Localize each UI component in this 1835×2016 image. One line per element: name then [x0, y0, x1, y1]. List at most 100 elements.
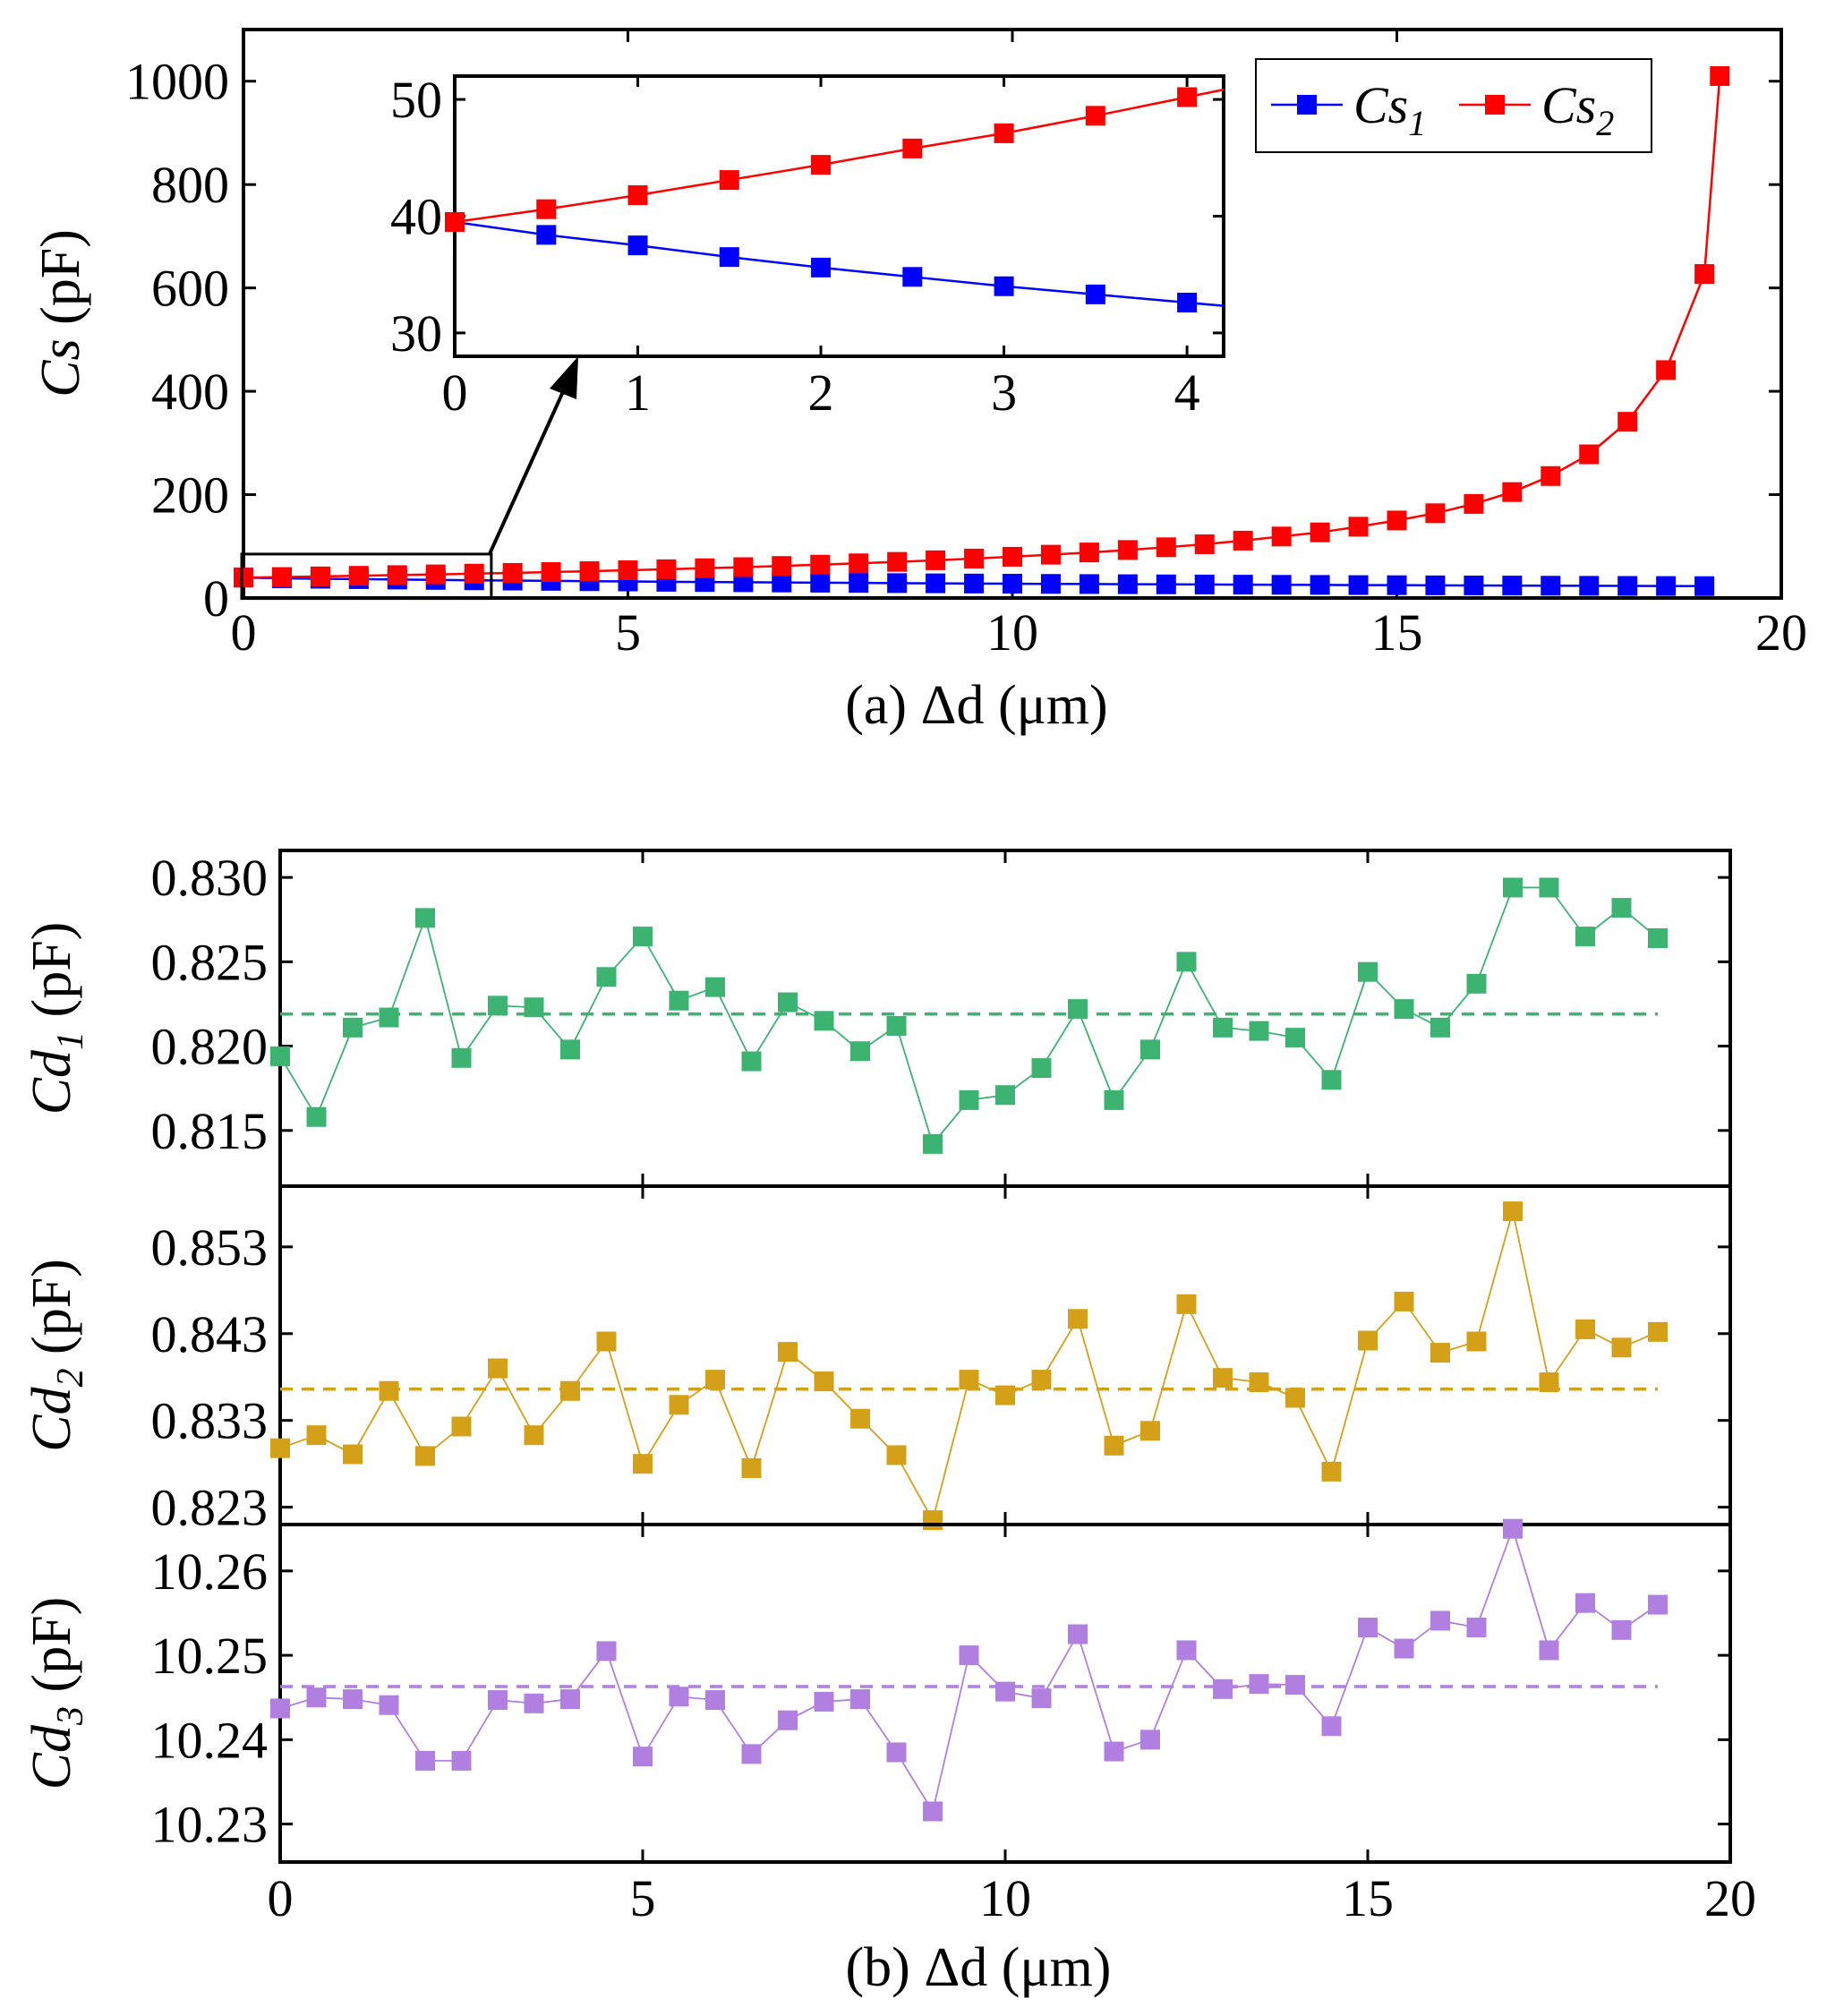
marker-cd1: [1140, 1039, 1160, 1060]
y-tick-label-a: 600: [151, 260, 229, 318]
x-tick-label-b: 20: [1704, 1869, 1756, 1927]
marker-Cs2: [1194, 534, 1215, 554]
marker-cd3: [306, 1687, 327, 1708]
marker-cd1: [1394, 999, 1414, 1020]
marker-cd2: [1430, 1343, 1450, 1363]
marker-Cs2: [1617, 412, 1638, 432]
marker-Cs1: [1617, 576, 1638, 596]
marker-Cs2: [887, 551, 908, 572]
marker-Cs1: [964, 573, 985, 594]
y-axis-title-a-italic: Cs: [30, 338, 91, 397]
inset-marker-Cs2: [1177, 87, 1198, 107]
x-axis-title-a: (a) Δd (μm): [845, 675, 1107, 736]
marker-Cs2: [1710, 65, 1730, 86]
marker-cd1: [1466, 973, 1487, 994]
marker-Cs1: [1387, 575, 1407, 595]
marker-cd1: [633, 927, 653, 947]
marker-cd1: [1068, 999, 1088, 1020]
marker-cd2: [306, 1425, 327, 1446]
marker-cd3: [1176, 1640, 1197, 1661]
marker-Cs1: [1117, 574, 1138, 594]
marker-cd1: [343, 1017, 363, 1038]
marker-Cs2: [1079, 542, 1099, 563]
marker-cd3: [1213, 1679, 1233, 1699]
marker-Cs2: [464, 563, 484, 584]
inset-marker-Cs1: [994, 276, 1014, 296]
marker-Cs2: [541, 562, 561, 583]
marker-Cs2: [695, 558, 715, 578]
marker-Cs1: [1502, 576, 1523, 596]
marker-cd1: [959, 1089, 979, 1110]
marker-Cs1: [1156, 574, 1176, 594]
panel-frame-2: [278, 1184, 1732, 1526]
marker-cd2: [705, 1370, 725, 1390]
marker-cd2: [1176, 1294, 1197, 1314]
marker-cd3: [1575, 1593, 1595, 1613]
marker-cd2: [1648, 1321, 1668, 1342]
marker-cd2: [741, 1458, 762, 1478]
inset-marker-Cs2: [536, 199, 557, 219]
inset-marker-Cs1: [536, 225, 557, 245]
y-axis-title-sub: 2: [50, 1368, 91, 1387]
marker-cd3: [1394, 1638, 1414, 1659]
legend-label-sub: 2: [1596, 103, 1614, 143]
marker-cd1: [778, 992, 798, 1012]
inset-marker-Cs2: [1085, 106, 1105, 126]
inset-x-tick-label: 1: [625, 363, 651, 422]
marker-Cs2: [1156, 537, 1176, 558]
marker-cd2: [1104, 1435, 1124, 1456]
x-tick-label-a: 15: [1371, 603, 1423, 662]
marker-cd2: [270, 1438, 290, 1458]
legend-label-sub: 1: [1408, 103, 1426, 143]
marker-Cs1: [772, 572, 792, 593]
marker-Cs2: [387, 565, 407, 585]
legend-label-main: Cs: [1541, 76, 1596, 134]
y-axis-title-sub: 1: [50, 1031, 91, 1050]
marker-Cs1: [1464, 575, 1484, 595]
legend-label: Cs1: [1353, 76, 1426, 143]
y-tick-label-b2: 0.823: [151, 1479, 269, 1537]
inset-marker-Cs2: [719, 170, 739, 191]
marker-cd2: [814, 1371, 834, 1392]
marker-Cs1: [887, 573, 908, 594]
marker-cd1: [886, 1015, 907, 1036]
marker-cd1: [1031, 1058, 1052, 1079]
marker-cd2: [1503, 1201, 1523, 1222]
marker-cd2: [959, 1370, 979, 1390]
marker-Cs2: [425, 564, 446, 585]
marker-Cs1: [1040, 574, 1061, 594]
marker-cd2: [633, 1454, 653, 1474]
marker-cd1: [1611, 898, 1632, 918]
marker-cd3: [596, 1641, 617, 1661]
y-tick-label-b1: 0.830: [151, 849, 269, 907]
marker-Cs1: [810, 572, 831, 593]
marker-cd2: [343, 1444, 363, 1465]
marker-cd2: [1068, 1309, 1088, 1329]
marker-Cs2: [1502, 482, 1523, 502]
panel-frame-1: [278, 849, 1732, 1188]
marker-cd1: [995, 1085, 1015, 1106]
marker-cd1: [814, 1011, 834, 1031]
zoom-arrow-head: [550, 356, 578, 399]
marker-Cs2: [656, 559, 677, 579]
marker-cd3: [1430, 1610, 1450, 1631]
legend-marker: [1485, 95, 1505, 115]
zoom-arrow: [488, 375, 572, 555]
y-axis-title-rest: (pF): [21, 1259, 82, 1368]
x-tick-label-a: 5: [615, 603, 641, 662]
marker-Cs1: [1194, 574, 1215, 594]
marker-Cs2: [1656, 360, 1677, 380]
marker-cd3: [1358, 1617, 1378, 1637]
marker-Cs2: [733, 557, 754, 577]
y-axis-title-main: Cd: [21, 1049, 82, 1115]
legend-label-main: Cs: [1353, 76, 1408, 134]
marker-cd3: [488, 1690, 508, 1711]
marker-Cs2: [1348, 517, 1369, 537]
x-tick-label-b: 10: [979, 1869, 1031, 1927]
y-tick-label-b3: 10.23: [151, 1796, 269, 1854]
marker-cd3: [343, 1689, 363, 1710]
marker-Cs2: [1387, 510, 1407, 531]
marker-cd3: [451, 1750, 472, 1771]
marker-Cs2: [348, 566, 369, 586]
marker-cd1: [1176, 952, 1197, 972]
